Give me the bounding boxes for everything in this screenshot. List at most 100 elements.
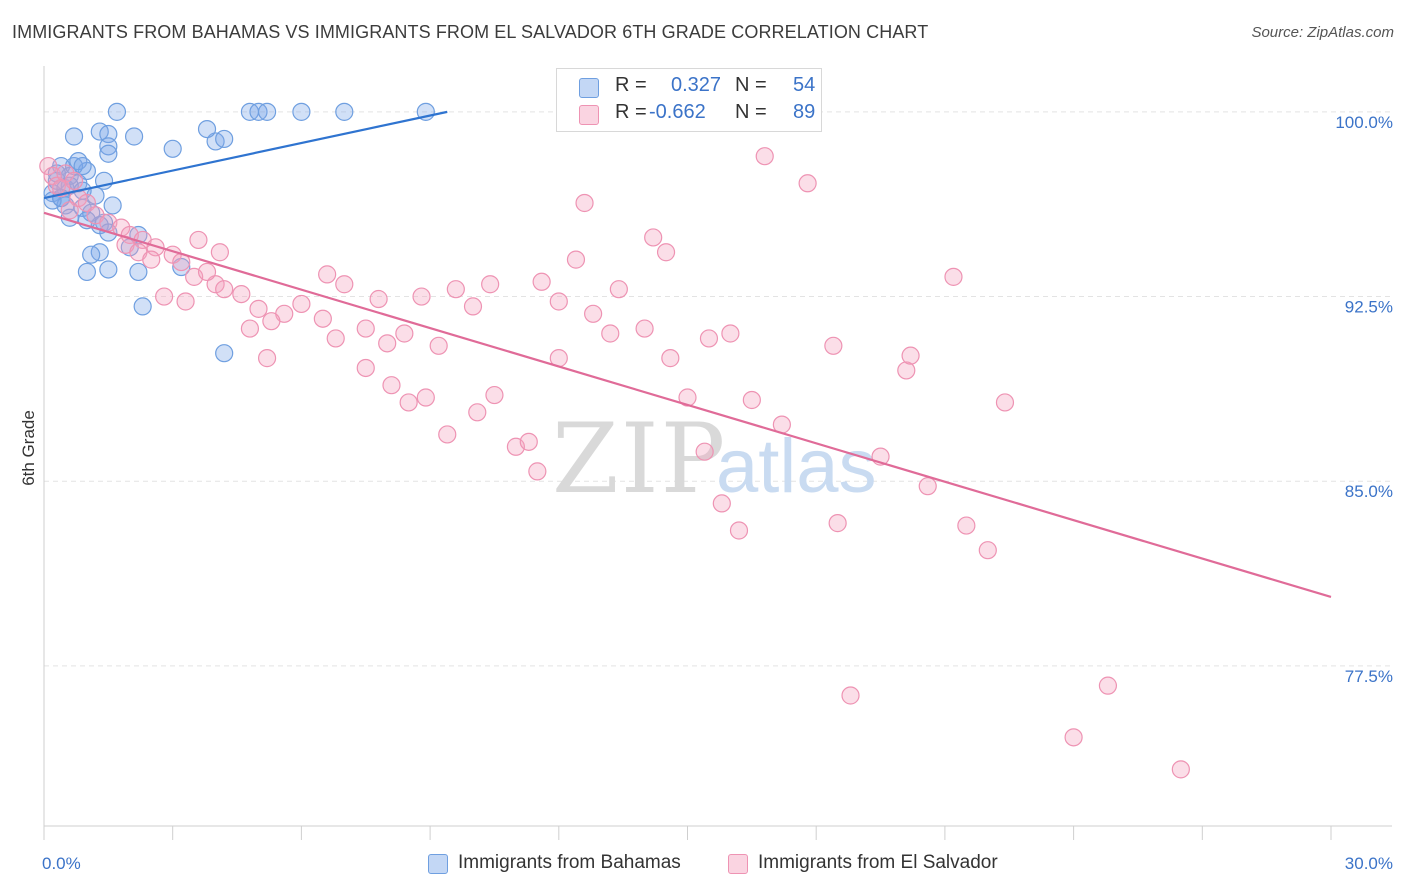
el-salvador-point bbox=[412, 287, 431, 306]
y-tick-label: 77.5% bbox=[1345, 667, 1393, 686]
el-salvador-point bbox=[399, 393, 418, 412]
el-salvador-points bbox=[39, 147, 1190, 779]
el-salvador-point bbox=[429, 336, 448, 355]
el-salvador-point bbox=[64, 171, 84, 190]
legend-swatch-bahamas bbox=[428, 854, 448, 874]
el-salvador-point bbox=[798, 174, 817, 193]
el-salvador-trend-line bbox=[43, 211, 1332, 599]
y-tick-label: 100.0% bbox=[1335, 113, 1393, 132]
el-salvador-point bbox=[712, 494, 731, 513]
correlation-stats-box: R = 0.327 N = 54 R = -0.662 N = 89 bbox=[556, 68, 822, 132]
bahamas-point bbox=[107, 102, 127, 121]
el-salvador-point bbox=[416, 388, 435, 407]
bahamas-point bbox=[99, 260, 118, 279]
n-label: N = bbox=[735, 101, 767, 123]
y-tick-label: 85.0% bbox=[1345, 482, 1393, 501]
el-salvador-point bbox=[742, 390, 761, 410]
el-salvador-point bbox=[824, 336, 843, 355]
el-salvador-point bbox=[39, 156, 58, 176]
el-salvador-point bbox=[699, 329, 719, 348]
bahamas-point bbox=[292, 102, 311, 121]
y-axis-label: 6th Grade bbox=[19, 410, 38, 486]
bahamas-point bbox=[103, 196, 122, 215]
bahamas-point bbox=[257, 102, 277, 121]
el-salvador-point bbox=[335, 275, 354, 294]
el-salvador-point bbox=[656, 243, 676, 262]
el-salvador-point bbox=[566, 250, 586, 269]
el-salvador-point bbox=[382, 376, 401, 395]
bahamas-trend-line bbox=[43, 110, 448, 200]
el-salvador-point bbox=[519, 432, 538, 451]
el-salvador-point bbox=[257, 349, 277, 368]
bahamas-point bbox=[172, 257, 191, 277]
el-salvador-point bbox=[901, 346, 920, 365]
el-salvador-point bbox=[635, 319, 654, 338]
el-salvador-point bbox=[549, 292, 568, 311]
bahamas-point bbox=[99, 137, 118, 156]
el-salvador-point bbox=[729, 521, 749, 540]
el-salvador-point bbox=[1064, 728, 1083, 747]
source-label: Source: ZipAtlas.com bbox=[1251, 24, 1394, 41]
bahamas-swatch bbox=[579, 78, 599, 98]
el-salvador-point bbox=[1098, 676, 1118, 695]
el-salvador-point bbox=[210, 243, 229, 262]
el-salvador-point bbox=[957, 516, 976, 535]
n-value-bahamas: 54 bbox=[793, 74, 816, 96]
el-salvador-point bbox=[313, 309, 332, 328]
el-salvador-point bbox=[695, 442, 714, 461]
el-salvador-point bbox=[77, 193, 97, 213]
x-tick-label: 0.0% bbox=[42, 854, 81, 873]
el-salvador-point bbox=[661, 349, 680, 368]
el-salvador-point bbox=[240, 319, 260, 338]
el-salvador-point bbox=[155, 287, 174, 306]
bahamas-point bbox=[129, 262, 148, 282]
bahamas-point bbox=[215, 129, 234, 149]
bahamas-point bbox=[197, 120, 217, 139]
bahamas-point bbox=[99, 144, 118, 163]
bahamas-point bbox=[215, 344, 234, 363]
bahamas-point bbox=[73, 156, 92, 176]
el-salvador-point bbox=[378, 334, 397, 353]
bahamas-points bbox=[43, 102, 435, 363]
el-salvador-point bbox=[249, 299, 268, 318]
legend-label-bahamas: Immigrants from Bahamas bbox=[458, 852, 681, 873]
watermark-zip: ZIP bbox=[552, 403, 727, 515]
el-salvador-point bbox=[463, 297, 483, 316]
el-salvador-point bbox=[609, 280, 628, 299]
el-salvador-swatch bbox=[579, 105, 599, 125]
el-salvador-point bbox=[485, 385, 504, 405]
el-salvador-point bbox=[438, 425, 457, 444]
r-label: R = bbox=[615, 101, 647, 123]
el-salvador-point bbox=[215, 280, 234, 299]
el-salvador-point bbox=[528, 462, 547, 481]
el-salvador-point bbox=[189, 230, 208, 250]
chart-legend: Immigrants from Bahamas Immigrants from … bbox=[0, 852, 1406, 878]
chart-title: IMMIGRANTS FROM BAHAMAS VS IMMIGRANTS FR… bbox=[12, 22, 929, 42]
bahamas-point bbox=[163, 139, 182, 158]
el-salvador-point bbox=[60, 201, 79, 220]
el-salvador-point bbox=[356, 358, 375, 378]
el-salvador-point bbox=[601, 324, 620, 343]
bahamas-point bbox=[133, 297, 152, 316]
el-salvador-point bbox=[142, 250, 161, 269]
bahamas-point bbox=[124, 127, 144, 146]
bahamas-point bbox=[64, 127, 84, 146]
el-salvador-point bbox=[828, 514, 847, 533]
el-salvador-point bbox=[369, 289, 388, 309]
y-tick-label: 92.5% bbox=[1345, 298, 1393, 317]
el-salvador-point bbox=[841, 686, 860, 705]
el-salvador-point bbox=[69, 188, 88, 208]
el-salvador-point bbox=[584, 304, 603, 323]
el-salvador-point bbox=[721, 324, 740, 343]
el-salvador-point bbox=[532, 272, 551, 291]
el-salvador-point bbox=[995, 393, 1015, 412]
legend-swatch-el-salvador bbox=[728, 854, 748, 874]
el-salvador-point bbox=[176, 292, 195, 311]
bahamas-point bbox=[99, 124, 118, 144]
el-salvador-point bbox=[575, 193, 594, 213]
bahamas-point bbox=[335, 102, 354, 121]
el-salvador-point bbox=[644, 228, 663, 247]
el-salvador-point bbox=[944, 267, 963, 286]
el-salvador-point bbox=[395, 324, 414, 343]
x-tick-label: 30.0% bbox=[1345, 854, 1393, 873]
